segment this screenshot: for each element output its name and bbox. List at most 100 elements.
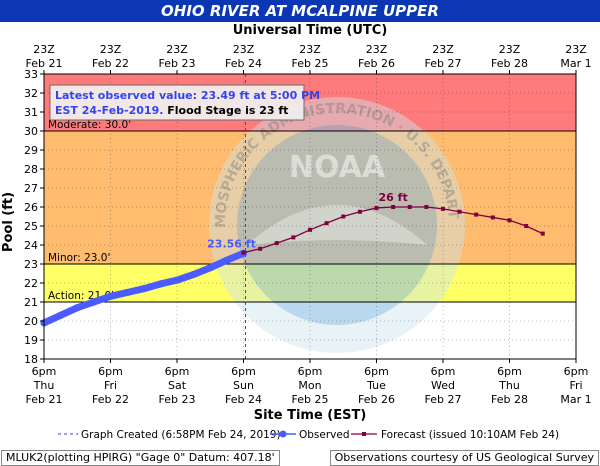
forecast-point [258, 246, 263, 251]
top-tick-date: Feb 27 [425, 57, 462, 70]
top-tick-date: Feb 28 [491, 57, 528, 70]
y-tick-label: 19 [24, 334, 38, 347]
bottom-tick-weekday: Sat [168, 379, 187, 392]
observed-point [156, 280, 164, 288]
bottom-tick-time: 6pm [231, 365, 256, 378]
forecast-point [441, 206, 445, 211]
y-tick-label: 22 [24, 277, 38, 290]
top-tick-time: 23Z [499, 43, 521, 56]
observed-point [223, 256, 231, 264]
bottom-tick-date: Feb 26 [358, 393, 395, 406]
y-tick-label: 25 [24, 220, 38, 233]
bottom-tick-date: Feb 28 [491, 393, 528, 406]
forecast-point [241, 250, 246, 255]
top-tick-time: 23Z [432, 43, 454, 56]
bottom-tick-date: Feb 24 [225, 393, 262, 406]
y-axis-title: Pool (ft) [1, 192, 16, 252]
hydrograph-chart: Universal Time (UTC) NOAANATIONAL OCEANI… [0, 0, 592, 441]
bottom-tick-weekday: Thu [498, 379, 520, 392]
top-tick-date: Feb 22 [92, 57, 129, 70]
y-tick-label: 29 [24, 144, 38, 157]
top-tick-time: 23Z [100, 43, 122, 56]
forecast-crest-label: 26 ft [379, 191, 408, 204]
top-tick-time: 23Z [565, 43, 587, 56]
y-tick-label: 18 [24, 353, 38, 366]
legend-observed-label: Observed [299, 429, 350, 441]
info-box-flood-stage: EST 24-Feb-2019. Flood Stage is 23 ft [55, 104, 288, 117]
top-tick-date: Feb 21 [26, 57, 63, 70]
watermark-noaa-text: NOAA [289, 150, 386, 185]
forecast-point [457, 209, 462, 214]
y-tick-label: 32 [24, 87, 38, 100]
y-tick-label: 23 [24, 258, 38, 271]
forecast-point [490, 215, 495, 220]
forecast-point [324, 221, 329, 226]
stage-label-minor: Minor: 23.0' [48, 252, 110, 264]
stage-label-moderate: Moderate: 30.0' [48, 119, 131, 131]
y-tick-label: 30 [24, 125, 38, 138]
bottom-tick-time: 6pm [564, 365, 589, 378]
watermark-gull-icon [247, 205, 427, 245]
observed-point [73, 304, 81, 312]
top-tick-time: 23Z [366, 43, 388, 56]
observed-point [57, 311, 65, 319]
data-series: 23.56 ft 26 ft [40, 74, 545, 359]
observed-point [140, 285, 148, 293]
forecast-point [540, 231, 545, 236]
forecast-point [291, 235, 296, 240]
bottom-tick-date: Feb 22 [92, 393, 129, 406]
observed-point [106, 292, 115, 300]
gage-datum-note: MLUK2(plotting HPIRG) "Gage 0" Datum: 40… [1, 450, 280, 466]
chart-legend: Graph Created (6:58PM Feb 24, 2019) Obser… [58, 429, 559, 441]
forecast-point [357, 209, 362, 214]
top-tick-date: Feb 23 [159, 57, 196, 70]
bottom-tick-weekday: Thu [33, 379, 55, 392]
legend-created-label: Graph Created (6:58PM Feb 24, 2019) [81, 429, 281, 441]
bottom-tick-date: Feb 23 [159, 393, 196, 406]
top-axis-title: Universal Time (UTC) [233, 23, 388, 38]
info-box-frame [49, 84, 305, 121]
top-tick-date: Feb 26 [358, 57, 395, 70]
y-tick-label: 21 [24, 296, 38, 309]
forecast-point [524, 224, 529, 228]
legend-observed-marker [279, 430, 287, 438]
forecast-point [308, 227, 312, 232]
observed-peak-label: 23.56 ft [207, 237, 256, 250]
observed-point [90, 298, 98, 306]
bottom-tick-weekday: Fri [104, 379, 117, 392]
bottom-tick-weekday: Wed [431, 379, 455, 392]
info-box-latest-value: Latest observed value: 23.49 ft at 5:00 … [55, 89, 320, 102]
forecast-point [374, 205, 379, 210]
forecast-point [424, 205, 429, 209]
stage-band-minor [44, 131, 576, 264]
y-tick-label: 24 [24, 239, 38, 252]
top-tick-time: 23Z [299, 43, 321, 56]
bottom-tick-time: 6pm [364, 365, 389, 378]
latest-observation-box: Latest observed value: 23.49 ft at 5:00 … [49, 84, 320, 121]
legend-forecast-marker [362, 432, 366, 436]
forecast-point [341, 214, 346, 219]
bottom-tick-weekday: Mon [298, 379, 321, 392]
bottom-tick-date: Mar 1 [560, 393, 591, 406]
bottom-tick-date: Feb 27 [425, 393, 462, 406]
bottom-tick-time: 6pm [32, 365, 57, 378]
watermark-disc [237, 125, 437, 325]
observed-point [123, 288, 131, 297]
legend-forecast-label: Forecast (issued 10:10AM Feb 24) [381, 429, 559, 441]
bottom-tick-time: 6pm [298, 365, 323, 378]
watermark-ring [209, 97, 465, 353]
observed-point [190, 270, 198, 279]
chart-title: OHIO RIVER AT MCALPINE UPPER [0, 0, 600, 22]
bottom-tick-date: Feb 25 [292, 393, 329, 406]
forecast-point [407, 205, 412, 209]
y-tick-label: 26 [24, 201, 38, 214]
y-tick-label: 31 [24, 106, 38, 119]
bottom-tick-weekday: Sun [233, 379, 254, 392]
y-tick-label: 28 [24, 163, 38, 176]
top-tick-time: 23Z [233, 43, 255, 56]
forecast-point [391, 205, 396, 209]
top-tick-time: 23Z [33, 43, 55, 56]
observed-point [173, 276, 181, 284]
info-box-flood-stage-text: Flood Stage is 23 ft [163, 104, 288, 117]
